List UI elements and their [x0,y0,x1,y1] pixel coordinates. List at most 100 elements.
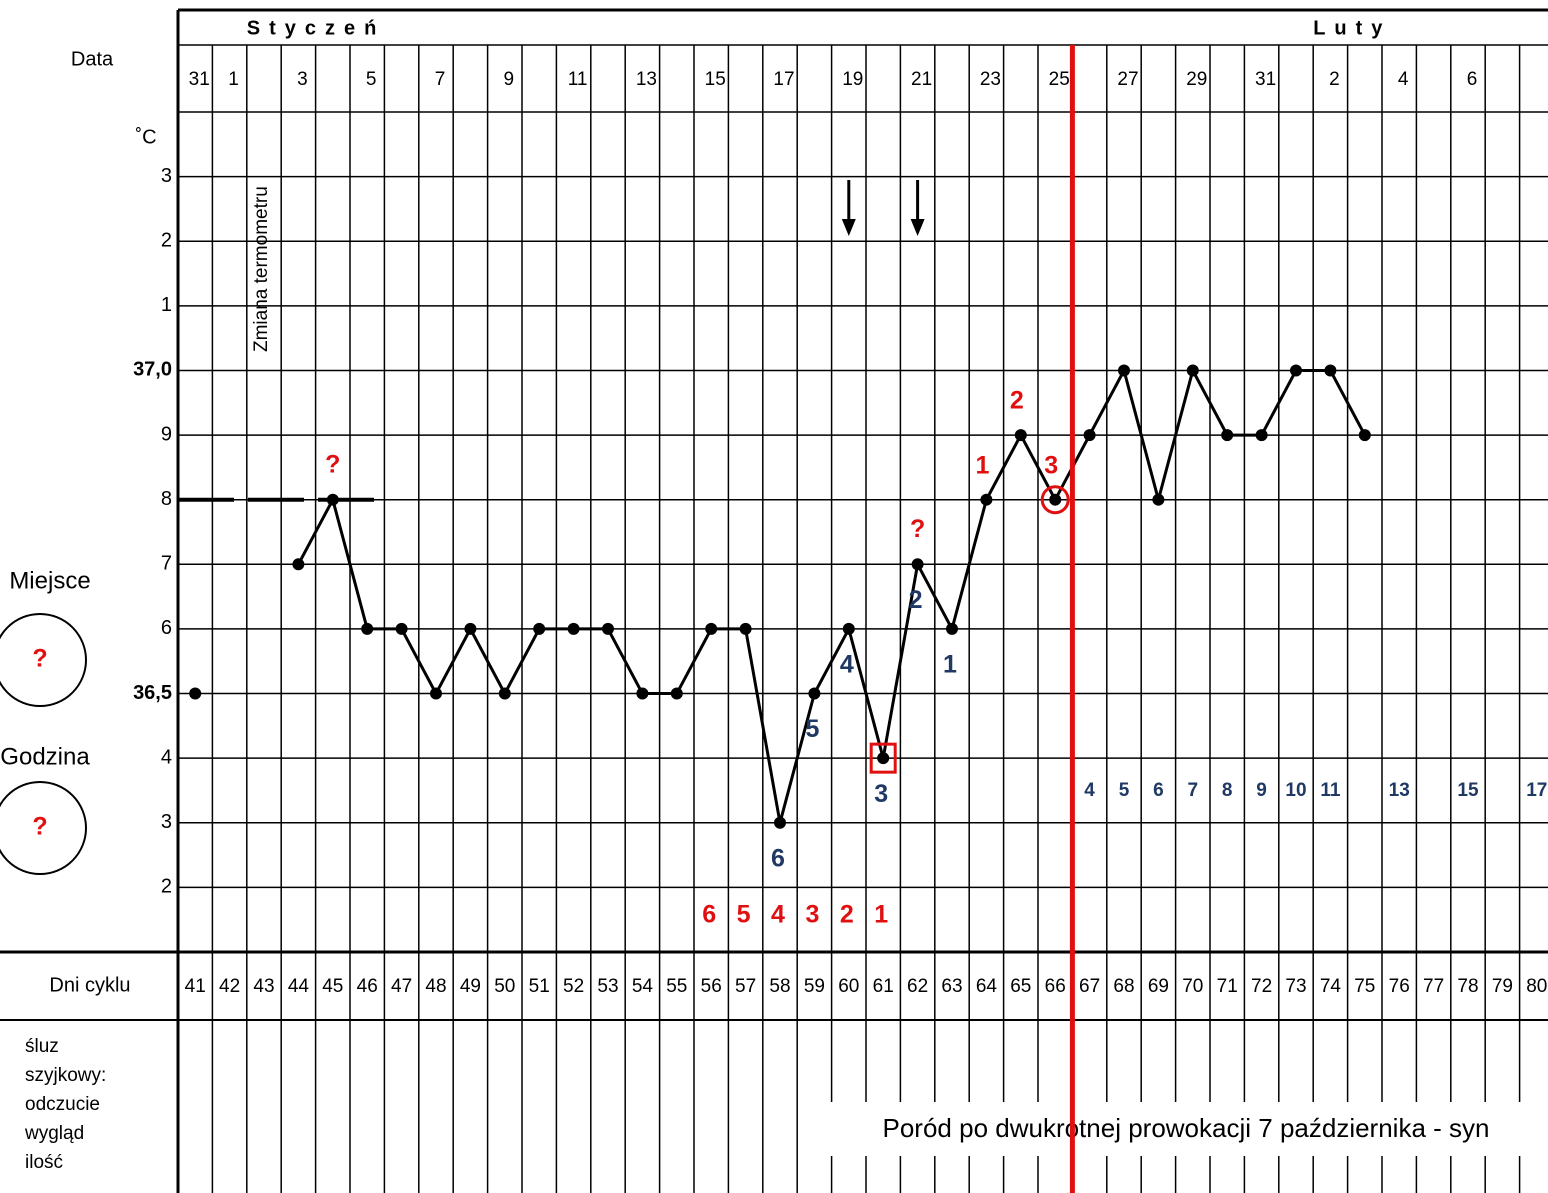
place-label: Miejsce [9,567,90,594]
y-tick-label: 3 [161,811,172,833]
temperature-point [292,558,305,571]
mucus-label: szyjkowy: [25,1065,106,1086]
temperature-point [430,687,442,700]
date-label: 6 [1467,69,1478,90]
cycle-day: 60 [838,976,859,997]
temperature-point [774,816,786,829]
date-label: 13 [636,69,657,90]
countdown: 3 [805,901,819,929]
cycle-day: 59 [804,976,825,997]
arrow [841,180,856,236]
cycle-day: 50 [494,976,515,997]
temperature-point [1255,429,1268,442]
thermometer-note: Zmiana termometru [251,186,272,352]
post-count: 4 [1084,780,1095,801]
cycle-day: 45 [322,976,343,997]
countdown: 4 [771,901,785,929]
cycle-day: 56 [701,976,722,997]
date-label: 3 [297,69,308,90]
y-tick-label: 9 [161,423,172,445]
date-label: 27 [1117,69,1138,90]
hour-value: ? [32,813,47,841]
cycle-day: 61 [873,976,894,997]
low-count: 2 [909,586,923,614]
y-tick-label: 1 [161,294,172,316]
cycle-day: 57 [735,976,756,997]
low-count: 6 [771,844,785,872]
question-mark: ? [910,515,925,543]
cycle-day: 78 [1457,976,1478,997]
cycle-day: 67 [1079,976,1100,997]
temperature-point [980,493,993,506]
post-count: 6 [1153,780,1164,801]
cycle-day: 41 [185,976,206,997]
temperature-point [911,558,924,571]
date-label: 11 [568,69,588,90]
temperature-point [670,687,683,700]
temperature-point [361,622,374,635]
low-count: 4 [840,651,854,679]
post-count: 9 [1256,780,1267,801]
cycle-label: Dni cyklu [49,974,130,996]
countdown: 5 [737,901,751,929]
cycle-day: 44 [288,976,310,997]
cycle-day: 77 [1423,976,1444,997]
temperature-point [842,622,855,635]
cycle-day: 80 [1526,976,1547,997]
date-label: Data [71,48,114,70]
cycle-day: 55 [666,976,687,997]
post-count: 8 [1222,780,1233,801]
low-count: 3 [874,780,888,808]
date-label: 1 [228,69,239,90]
cycle-day: 58 [769,976,790,997]
y-tick-label: 3 [161,165,172,187]
cycle-day: 64 [976,976,998,997]
cycle-day: 43 [253,976,274,997]
high-count: 1 [975,451,989,479]
temperature-point [739,622,752,635]
footnote: Poród po dwukrotnej prowokacji 7 paździe… [883,1113,1490,1143]
low-count: 1 [943,651,957,679]
cycle-day: 65 [1010,976,1031,997]
post-count: 15 [1457,780,1479,801]
footnote-bg [830,1102,1548,1156]
month-label: Styczeń [247,17,386,39]
cycle-day: 51 [529,976,550,997]
cycle-day: 68 [1113,976,1134,997]
temperature-point [877,752,890,765]
post-count: 11 [1320,780,1341,801]
countdown: 1 [874,901,888,929]
date-label: 31 [1255,69,1276,90]
temperature-point [395,622,408,635]
mucus-label: ilość [25,1152,63,1173]
cycle-day: 74 [1320,976,1342,997]
y-tick-label: 36,5 [133,682,172,704]
temperature-point [1324,364,1337,377]
post-count: 10 [1285,780,1306,801]
date-label: 19 [842,69,863,90]
circle-marker [1040,485,1070,515]
temperature-point [533,622,546,635]
cycle-day: 66 [1045,976,1066,997]
temperature-point [1049,493,1062,506]
countdown: 6 [702,901,716,929]
cycle-day: 42 [219,976,240,997]
cycle-day: 70 [1182,976,1203,997]
temperature-point [1152,493,1165,506]
date-label: 9 [504,69,515,90]
cycle-day: 53 [597,976,618,997]
cycle-day: 75 [1354,976,1375,997]
post-count: 13 [1389,780,1410,801]
date-label: 5 [366,69,377,90]
question-mark: ? [325,450,340,478]
cycle-day: 76 [1389,976,1410,997]
cycle-day: 49 [460,976,481,997]
high-count: 3 [1044,451,1058,479]
cycle-day: 46 [357,976,378,997]
month-label: Luty [1313,17,1391,39]
temperature-point [705,622,718,635]
temperature-point [602,622,614,635]
post-count: 5 [1119,780,1130,801]
temperature-point [808,687,821,700]
